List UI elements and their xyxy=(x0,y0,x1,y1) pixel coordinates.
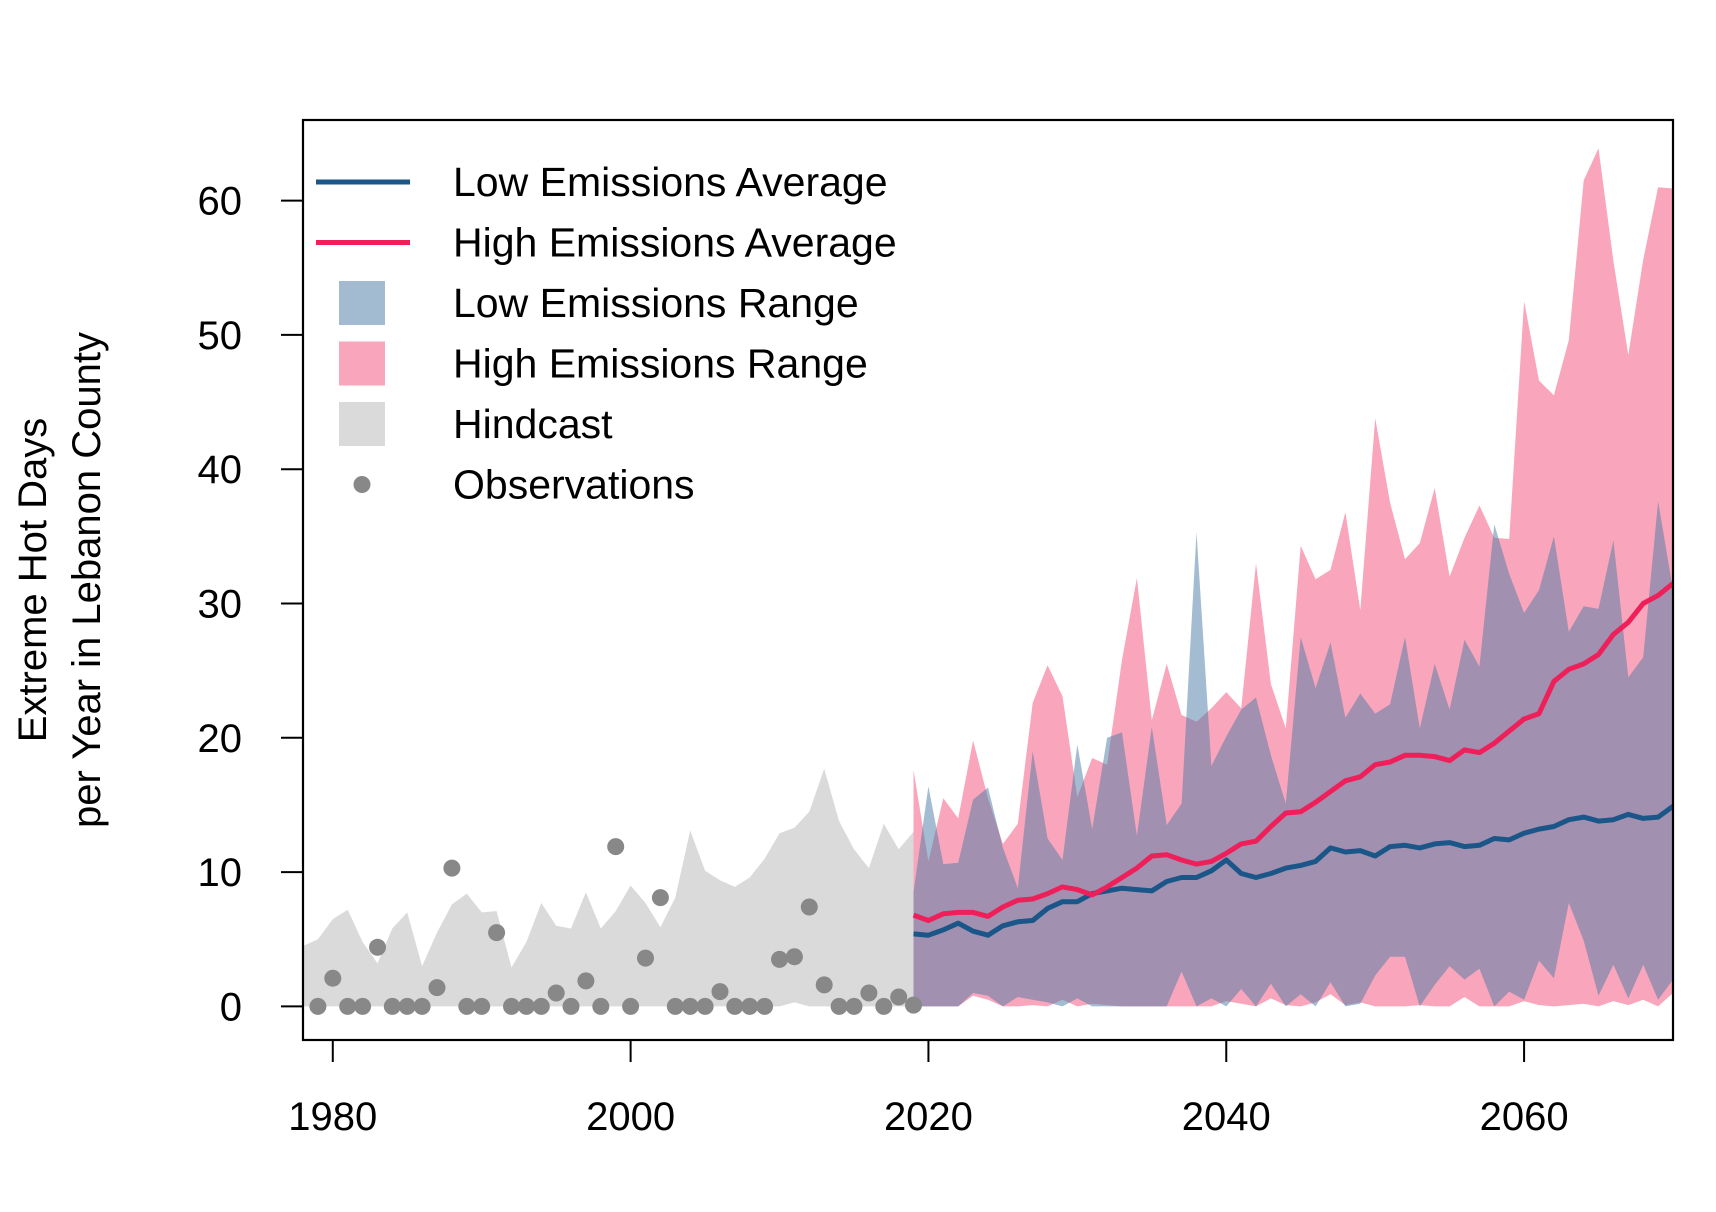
observation-points xyxy=(309,838,922,1015)
y-tick-label: 30 xyxy=(198,583,243,627)
observation-point xyxy=(860,984,878,1002)
x-tick-label: 2000 xyxy=(586,1095,675,1139)
y-tick-label: 50 xyxy=(198,314,243,358)
observation-point xyxy=(369,938,386,956)
legend-label: Low Emissions Average xyxy=(453,159,888,205)
observation-point xyxy=(726,997,744,1015)
observation-point xyxy=(547,984,565,1002)
legend-item-low-emissions-range: Low Emissions Range xyxy=(339,280,859,326)
observation-point xyxy=(785,948,803,966)
y-tick-label: 0 xyxy=(220,985,242,1029)
low-emissions-average-line xyxy=(913,804,1673,938)
high-emissions-average-line xyxy=(912,581,1673,923)
plot-frame xyxy=(301,118,1675,1042)
observation-point xyxy=(890,988,908,1006)
observation-point xyxy=(845,997,863,1015)
y-tick-label: 40 xyxy=(198,448,243,492)
observation-point xyxy=(756,997,774,1015)
observation-point xyxy=(741,997,759,1015)
x-tick-label: 2060 xyxy=(1480,1095,1569,1139)
low-emissions-range-band xyxy=(913,501,1673,1007)
observation-point xyxy=(666,997,684,1015)
observation-point xyxy=(458,997,476,1015)
x-tick-label: 2040 xyxy=(1182,1095,1271,1139)
y-axis-label-line-1: Extreme Hot Days xyxy=(11,418,55,743)
observation-point xyxy=(413,997,431,1015)
observation-point xyxy=(681,997,699,1015)
legend: Low Emissions Average High Emissions Aver… xyxy=(316,159,897,508)
legend-label: Observations xyxy=(453,462,695,508)
observation-point xyxy=(473,997,491,1015)
legend-item-observations: Observations xyxy=(353,462,695,508)
observation-point xyxy=(339,997,357,1015)
observation-point xyxy=(905,996,922,1014)
observation-point xyxy=(503,997,520,1015)
y-axis: 0 10 20 30 40 50 60 xyxy=(198,180,303,1029)
legend-label: High Emissions Range xyxy=(453,341,868,387)
observation-point xyxy=(428,979,446,997)
observation-point xyxy=(309,997,327,1015)
observation-point xyxy=(383,997,401,1015)
observation-point xyxy=(517,997,535,1015)
observation-point xyxy=(875,997,893,1015)
legend-item-high-emissions-average: High Emissions Average xyxy=(316,220,897,266)
y-tick-label: 20 xyxy=(198,717,243,761)
legend-swatch-box xyxy=(339,402,385,446)
observation-point xyxy=(622,997,640,1015)
y-tick-label: 60 xyxy=(198,180,243,224)
observation-point xyxy=(607,838,625,856)
observation-point xyxy=(443,859,461,877)
observation-point xyxy=(592,997,610,1015)
observation-point xyxy=(532,997,550,1015)
observation-point xyxy=(354,997,372,1015)
x-tick-label: 1980 xyxy=(288,1095,377,1139)
legend-label: Hindcast xyxy=(453,401,613,447)
observation-point xyxy=(324,969,342,987)
legend-swatch-box xyxy=(339,281,385,325)
legend-label: High Emissions Average xyxy=(453,220,897,266)
observation-point xyxy=(696,997,714,1015)
observation-point xyxy=(711,983,729,1001)
observation-point xyxy=(637,949,654,967)
legend-swatch-point xyxy=(353,476,371,493)
observation-point xyxy=(577,972,595,990)
observation-point xyxy=(488,924,506,942)
observation-point xyxy=(830,997,848,1015)
observation-point xyxy=(771,950,788,968)
average-lines xyxy=(912,581,1673,938)
observation-point xyxy=(398,997,416,1015)
range-areas xyxy=(303,148,1673,1007)
observation-point xyxy=(562,997,580,1015)
observation-point xyxy=(815,976,833,994)
legend-item-high-emissions-range: High Emissions Range xyxy=(339,341,868,387)
x-tick-label: 2020 xyxy=(884,1095,973,1139)
legend-item-low-emissions-average: Low Emissions Average xyxy=(316,159,888,205)
legend-label: Low Emissions Range xyxy=(453,280,859,326)
observation-point xyxy=(800,898,818,916)
observation-point xyxy=(651,889,669,907)
legend-item-hindcast: Hindcast xyxy=(339,401,613,447)
legend-swatch-box xyxy=(339,341,385,386)
y-axis-label-line-2: per Year in Lebanon County xyxy=(65,332,109,828)
hindcast-band xyxy=(303,768,914,1007)
x-axis: 1980 2000 2020 2040 2060 xyxy=(288,1040,1569,1139)
y-tick-label: 10 xyxy=(198,851,243,895)
